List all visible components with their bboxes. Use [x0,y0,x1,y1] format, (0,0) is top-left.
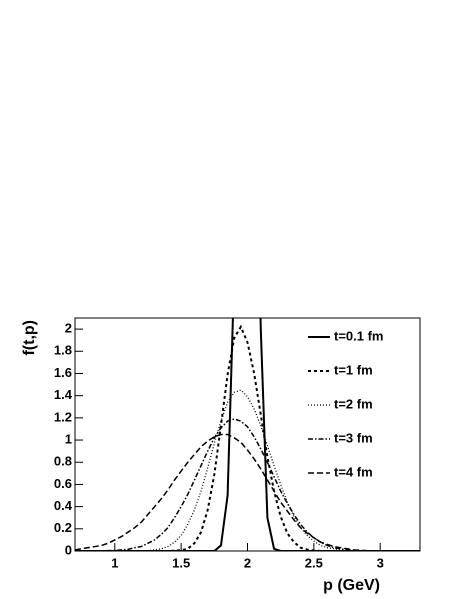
legend-label: t=0.1 fm [334,328,384,343]
y-tick-label: 1.2 [54,409,72,424]
y-tick-label: 1.8 [54,343,72,358]
legend-label: t=2 fm [334,396,373,411]
y-tick-label: 0.8 [54,454,72,469]
y-tick-label: 0.2 [54,520,72,535]
y-axis-label: f(t,p) [21,320,38,356]
x-tick-label: 1.5 [172,555,190,570]
y-tick-label: 1.4 [54,387,73,402]
legend-label: t=4 fm [334,464,373,479]
series-line [75,433,420,551]
y-tick-label: 1 [65,431,72,446]
x-tick-label: 3 [377,555,384,570]
y-tick-label: 0.6 [54,476,72,491]
legend-label: t=1 fm [334,362,373,377]
series-line [75,418,420,551]
y-tick-label: 1.6 [54,365,72,380]
y-tick-label: 0.4 [54,498,73,513]
series-line [75,324,420,551]
y-tick-label: 0 [65,542,72,557]
legend-label: t=3 fm [334,430,373,445]
y-tick-label: 2 [65,321,72,336]
x-tick-label: 2.5 [305,555,323,570]
x-tick-label: 1 [111,555,118,570]
plot-lines [75,318,420,551]
x-axis-label: p (GeV) [323,577,380,594]
x-tick-label: 2 [244,555,251,570]
